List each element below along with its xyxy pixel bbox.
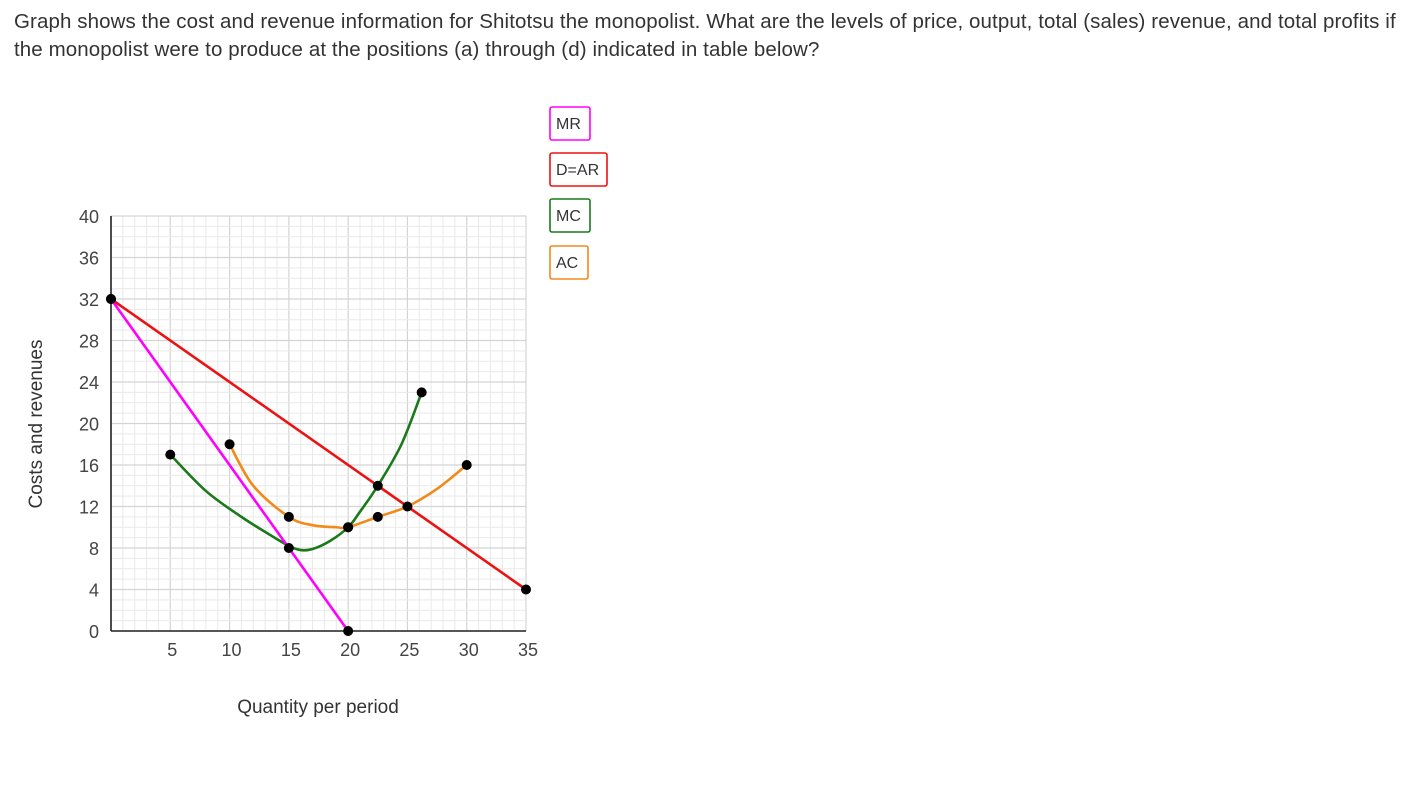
x-tick-label: 20 bbox=[340, 640, 360, 660]
y-tick-label: 4 bbox=[89, 581, 99, 601]
legend-swatch bbox=[549, 245, 589, 280]
x-tick-label: 30 bbox=[459, 640, 479, 660]
legend-item-ac[interactable]: AC bbox=[549, 245, 589, 280]
axis-ticks: 5 10 15 20 25 30 35 0 4 8 12 16 20 24 28 32 36 40 bbox=[79, 207, 538, 660]
data-point-mc bbox=[165, 449, 176, 460]
y-tick-label: 24 bbox=[79, 373, 99, 393]
legend-item-mr[interactable]: MR bbox=[549, 106, 591, 141]
x-tick-label: 5 bbox=[167, 640, 177, 660]
series-line-mr bbox=[109, 297, 350, 633]
data-point-ac bbox=[402, 501, 413, 512]
legend-swatch bbox=[549, 106, 591, 141]
data-point-ac bbox=[224, 439, 235, 450]
legend-swatch bbox=[549, 152, 608, 187]
y-tick-label: 28 bbox=[79, 332, 99, 352]
y-tick-label: 40 bbox=[79, 207, 99, 227]
y-tick-label: 16 bbox=[79, 456, 99, 476]
y-tick-label: 20 bbox=[79, 415, 99, 435]
x-tick-label: 15 bbox=[281, 640, 301, 660]
data-point-ac bbox=[461, 460, 472, 470]
data-point-mc bbox=[372, 480, 383, 491]
data-point-ac bbox=[372, 511, 383, 522]
legend-label: AC bbox=[556, 255, 578, 272]
series-line-ac bbox=[228, 442, 469, 530]
question-text: Graph shows the cost and revenue informa… bbox=[14, 10, 1396, 61]
legend-label: D=AR bbox=[556, 162, 599, 179]
y-tick-label: 0 bbox=[89, 622, 99, 642]
y-tick-label: 8 bbox=[89, 539, 99, 559]
y-tick-label: 36 bbox=[79, 249, 99, 269]
data-point-dar bbox=[521, 584, 531, 595]
legend-label: MC bbox=[556, 208, 581, 225]
plot-markers bbox=[106, 294, 531, 636]
y-tick-label: 12 bbox=[79, 498, 99, 518]
legend-swatch bbox=[549, 198, 591, 233]
data-point-ac bbox=[283, 511, 294, 522]
series-line-dar bbox=[109, 297, 528, 591]
y-axis-label: Costs and revenues bbox=[26, 340, 47, 509]
x-tick-label: 25 bbox=[399, 640, 419, 660]
data-point-dar bbox=[106, 294, 116, 304]
legend-label: MR bbox=[556, 116, 581, 133]
x-tick-label: 35 bbox=[518, 640, 538, 660]
y-tick-label: 32 bbox=[79, 290, 99, 310]
legend-item-dar[interactable]: D=AR bbox=[549, 152, 608, 187]
data-point-ac bbox=[343, 522, 354, 533]
plot-grid bbox=[110, 215, 527, 632]
data-point-mc bbox=[416, 387, 427, 398]
x-tick-label: 10 bbox=[222, 640, 242, 660]
data-point-mr bbox=[343, 626, 354, 636]
data-point-mc bbox=[283, 543, 294, 553]
legend[interactable]: MR D=AR MC AC bbox=[549, 106, 608, 280]
legend-item-mc[interactable]: MC bbox=[549, 198, 591, 233]
x-axis-label: Quantity per period bbox=[237, 697, 399, 718]
plot-axes bbox=[110, 216, 526, 632]
